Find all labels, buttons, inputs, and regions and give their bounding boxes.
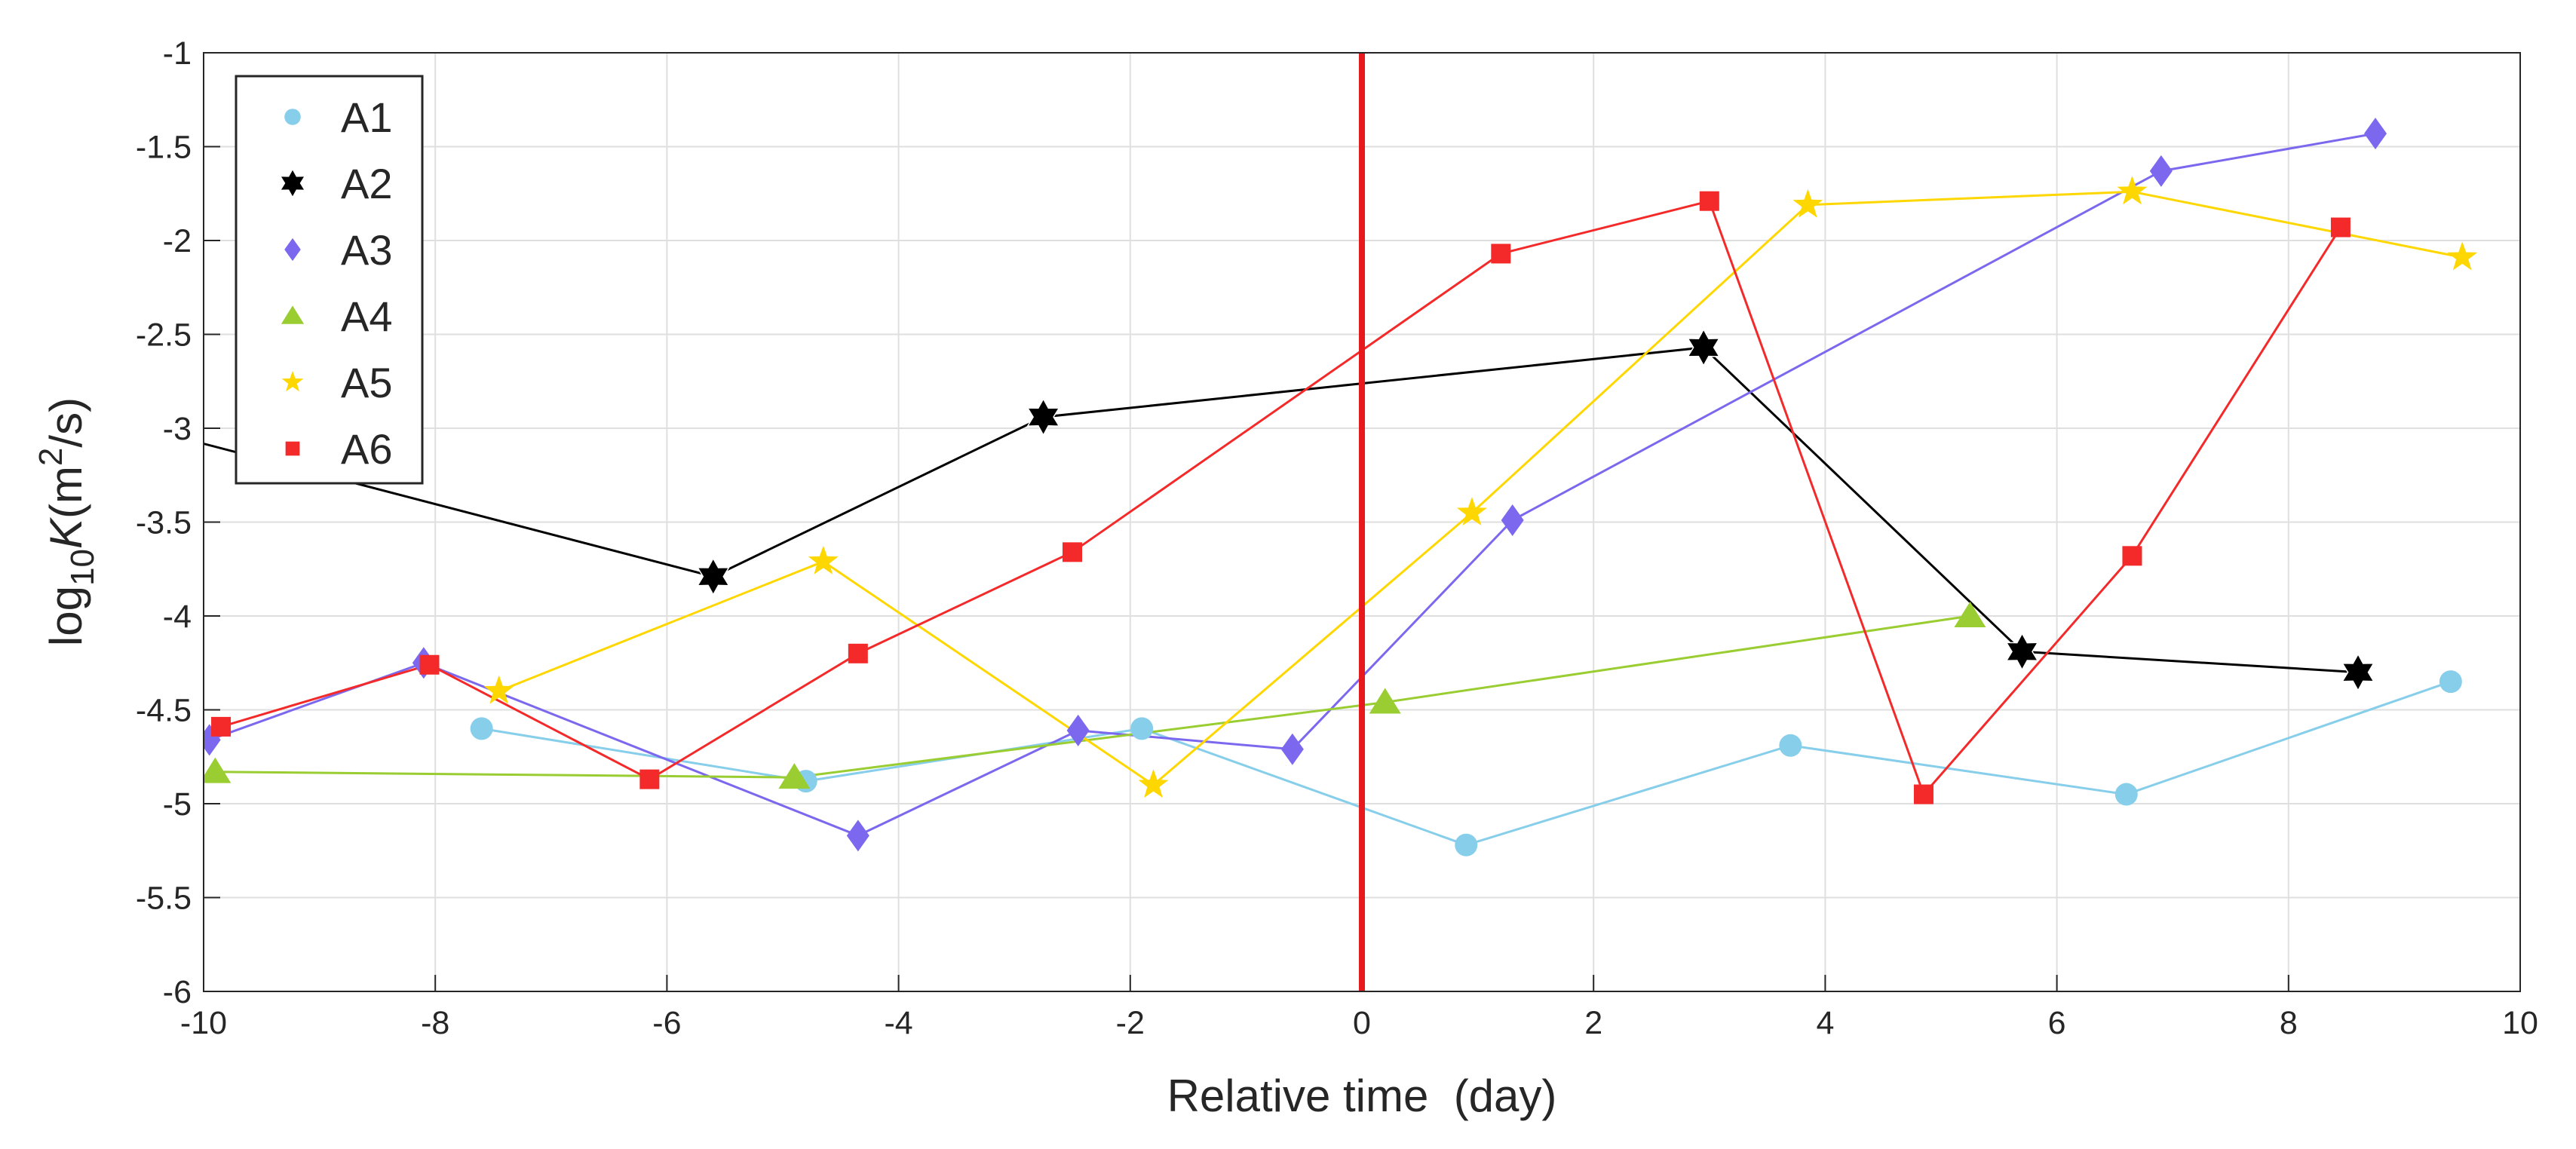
- y-tick-label: -5.5: [136, 881, 192, 917]
- x-axis-label: Relative time (day): [1167, 1071, 1557, 1121]
- legend-label-a4: A4: [341, 293, 393, 340]
- series-marker-a3: [1501, 504, 1524, 537]
- series-marker-a4: [778, 763, 811, 789]
- series-marker-a4: [1369, 688, 1401, 714]
- series-marker-a3: [1280, 733, 1304, 765]
- y-tick-label: -2.5: [136, 317, 192, 354]
- series-line-a2: [204, 346, 2359, 674]
- x-tick-label: -6: [652, 1005, 681, 1041]
- y-tick-label: -1.5: [136, 130, 192, 166]
- plot-frame: [203, 52, 2521, 992]
- series-marker-a6: [1699, 191, 1719, 211]
- series-marker-a6: [211, 716, 232, 737]
- y-tick-label: -2: [163, 223, 192, 259]
- series-marker-a3: [2364, 118, 2387, 150]
- plot-series: [204, 53, 2478, 991]
- legend-label-a3: A3: [341, 226, 393, 274]
- y-tick-label: -4.5: [136, 693, 192, 729]
- legend-marker-a5: [281, 370, 304, 392]
- series-marker-a4: [204, 757, 232, 783]
- series-line-a4: [215, 614, 1970, 779]
- legend-label-a6: A6: [341, 425, 393, 473]
- legend-label-a1: A1: [341, 93, 393, 141]
- series-marker-a5: [2117, 176, 2148, 205]
- legend-box: [235, 75, 424, 485]
- series-marker-a2: [1026, 397, 1060, 437]
- y-tick-label: -4: [163, 599, 192, 635]
- series-marker-a6: [2330, 217, 2351, 237]
- series-marker-a6: [639, 769, 660, 789]
- x-tick-label: -4: [884, 1005, 912, 1041]
- series-marker-a3: [204, 724, 221, 756]
- series-marker-a1: [2439, 670, 2462, 694]
- x-tick-label: -2: [1116, 1005, 1145, 1041]
- legend-marker-a6: [285, 441, 300, 456]
- series-marker-a2: [1686, 328, 1721, 367]
- y-tick-label: -6: [163, 974, 192, 1010]
- tick-labels: -10 -8 -6 -4 -2 0 2 4 6 8 10 -6 -5.5 -5 -4.5 -4 -3.5 -3 -2…: [136, 35, 2538, 1041]
- legend-marker-a4: [281, 305, 305, 324]
- series-marker-a2: [2005, 632, 2039, 671]
- y-axis-label: log10K(m2/s): [32, 397, 101, 646]
- series-marker-a4: [1954, 602, 1986, 627]
- series-marker-a5: [1138, 769, 1169, 798]
- series-marker-a1: [1130, 717, 1154, 740]
- x-tick-label: 0: [1353, 1005, 1371, 1041]
- x-tick-label: 4: [1816, 1005, 1834, 1041]
- x-tick-label: -10: [180, 1005, 227, 1041]
- series-marker-a6: [848, 643, 868, 663]
- legend-marker-a1: [284, 109, 301, 125]
- series-marker-a2: [696, 557, 730, 596]
- series-marker-a5: [808, 545, 839, 574]
- x-tick-label: 2: [1584, 1005, 1602, 1041]
- series-marker-a1: [2114, 783, 2138, 806]
- series-marker-a3: [2149, 155, 2173, 187]
- series-marker-a6: [2122, 546, 2142, 566]
- x-tick-label: -8: [421, 1005, 449, 1041]
- x-tick-label: 8: [2280, 1005, 2298, 1041]
- y-tick-label: -3: [163, 411, 192, 447]
- series-marker-a1: [1455, 833, 1478, 856]
- series-marker-a5: [2447, 241, 2478, 271]
- x-tick-label: 10: [2502, 1005, 2538, 1041]
- y-tick-label: -1: [163, 35, 192, 72]
- legend-label-a2: A2: [341, 160, 393, 207]
- legend: A1 A2 A3 A4 A5 A6: [235, 75, 424, 485]
- series-marker-a1: [470, 717, 493, 740]
- legend-marker-a2: [281, 170, 304, 197]
- series-marker-a6: [1913, 784, 1934, 804]
- series-marker-a6: [1491, 244, 1511, 264]
- series-line-a6: [220, 200, 2342, 796]
- y-tick-label: -3.5: [136, 505, 192, 541]
- series-marker-a3: [1066, 714, 1090, 746]
- series-marker-a6: [1063, 542, 1082, 562]
- series-marker-a5: [483, 675, 514, 704]
- legend-marker-a3: [284, 237, 301, 262]
- series-marker-a5: [1456, 497, 1487, 525]
- legend-label-a5: A5: [341, 359, 393, 406]
- series-marker-a1: [1779, 734, 1802, 757]
- series-marker-a3: [846, 820, 869, 852]
- series-marker-a5: [1792, 188, 1823, 218]
- series-marker-a6: [419, 654, 440, 675]
- x-tick-label: 6: [2048, 1005, 2066, 1041]
- series-marker-a2: [2341, 653, 2375, 692]
- y-tick-label: -5: [163, 786, 192, 823]
